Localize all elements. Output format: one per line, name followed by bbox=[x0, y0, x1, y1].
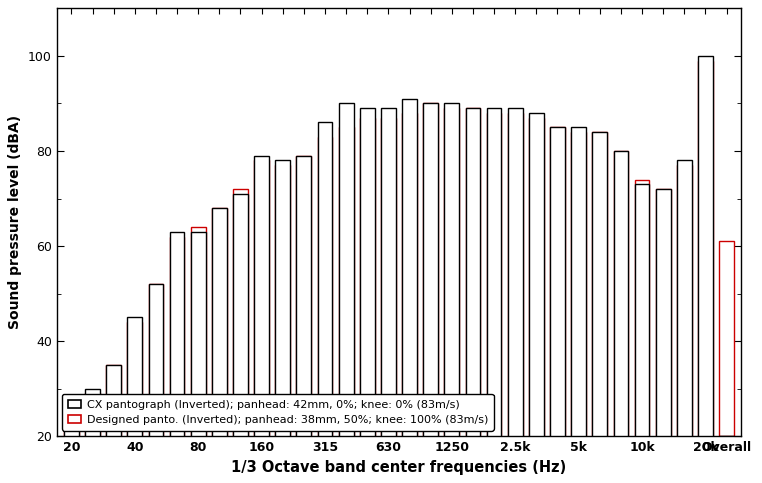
Bar bbox=[85, 389, 100, 436]
Bar bbox=[529, 113, 544, 436]
Bar bbox=[318, 123, 332, 436]
Bar bbox=[255, 156, 269, 436]
Bar bbox=[677, 165, 692, 436]
Bar bbox=[170, 232, 184, 436]
Bar bbox=[466, 108, 480, 436]
Bar bbox=[275, 165, 290, 436]
Bar bbox=[106, 365, 121, 436]
Y-axis label: Sound pressure level (dBA): Sound pressure level (dBA) bbox=[8, 115, 22, 329]
Bar bbox=[360, 108, 375, 436]
Bar bbox=[190, 232, 206, 436]
Bar bbox=[466, 108, 480, 436]
Bar bbox=[170, 237, 184, 436]
Bar bbox=[85, 394, 100, 436]
Bar bbox=[296, 156, 312, 436]
Bar bbox=[550, 127, 565, 436]
Bar bbox=[339, 103, 354, 436]
Bar bbox=[635, 184, 649, 436]
Bar bbox=[381, 118, 395, 436]
Bar bbox=[677, 160, 692, 436]
Bar bbox=[424, 103, 438, 436]
Bar bbox=[360, 118, 375, 436]
Bar bbox=[592, 132, 607, 436]
Bar bbox=[127, 322, 142, 436]
Bar bbox=[339, 127, 354, 436]
Bar bbox=[233, 189, 248, 436]
Bar bbox=[444, 108, 459, 436]
Bar bbox=[318, 137, 332, 436]
Bar bbox=[149, 284, 163, 436]
Bar bbox=[233, 194, 248, 436]
Legend: CX pantograph (Inverted); panhead: 42mm, 0%; knee: 0% (83m/s), Designed panto. (: CX pantograph (Inverted); panhead: 42mm,… bbox=[62, 394, 494, 431]
Bar bbox=[190, 227, 206, 436]
Bar bbox=[592, 132, 607, 436]
Bar bbox=[296, 156, 312, 436]
Bar bbox=[698, 61, 712, 436]
Bar bbox=[487, 113, 501, 436]
Bar bbox=[149, 284, 163, 436]
Bar bbox=[572, 127, 586, 436]
Bar bbox=[381, 108, 395, 436]
Bar bbox=[572, 132, 586, 436]
Bar bbox=[402, 99, 417, 436]
Bar bbox=[656, 189, 671, 436]
Bar bbox=[106, 365, 121, 436]
Bar bbox=[212, 208, 227, 436]
Bar bbox=[424, 103, 438, 436]
Bar bbox=[444, 103, 459, 436]
X-axis label: 1/3 Octave band center frequencies (Hz): 1/3 Octave band center frequencies (Hz) bbox=[232, 460, 567, 475]
Bar bbox=[719, 242, 734, 436]
Bar bbox=[64, 422, 78, 436]
Bar bbox=[255, 160, 269, 436]
Bar bbox=[487, 108, 501, 436]
Bar bbox=[507, 108, 523, 436]
Bar bbox=[212, 208, 227, 436]
Bar bbox=[656, 189, 671, 436]
Bar bbox=[275, 160, 290, 436]
Bar bbox=[127, 317, 142, 436]
Bar bbox=[507, 113, 523, 436]
Bar bbox=[402, 113, 417, 436]
Bar bbox=[613, 151, 629, 436]
Bar bbox=[635, 180, 649, 436]
Bar bbox=[698, 56, 712, 436]
Bar bbox=[529, 118, 544, 436]
Bar bbox=[613, 151, 629, 436]
Bar bbox=[64, 422, 78, 436]
Bar bbox=[550, 127, 565, 436]
